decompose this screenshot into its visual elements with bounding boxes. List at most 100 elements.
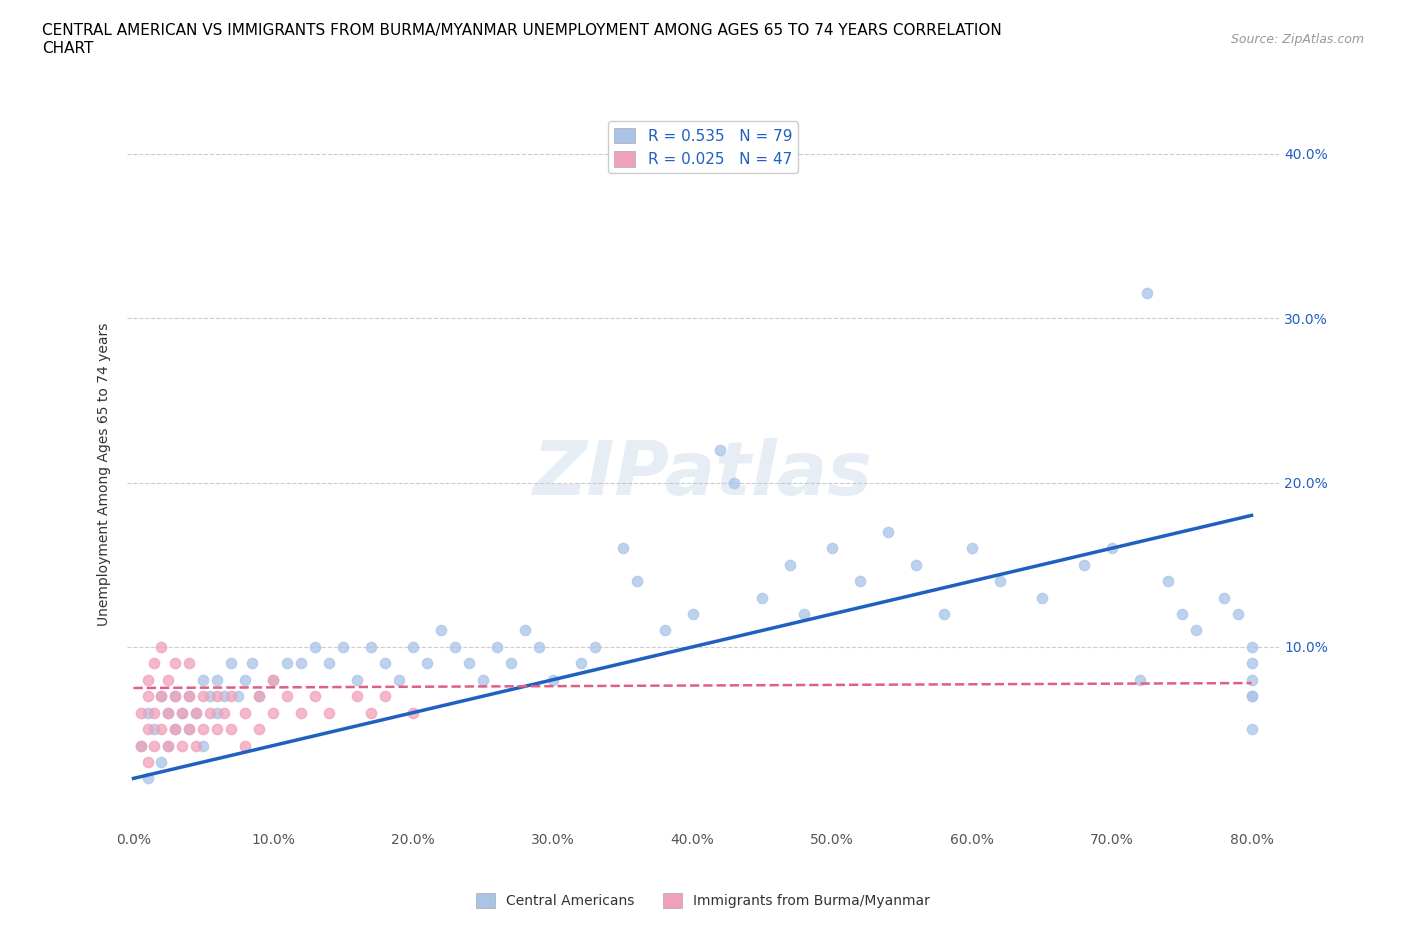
Point [233,738,256,753]
Point [513,623,536,638]
Point [172,738,194,753]
Point [200,689,222,704]
Point [207,722,229,737]
Point [262,705,284,720]
Point [458,656,481,671]
Point [193,738,215,753]
Point [179,656,201,671]
Point [193,689,215,704]
Point [150,754,173,769]
Point [221,722,243,737]
Point [143,705,166,720]
Point [318,656,340,671]
Point [157,705,180,720]
Point [136,689,159,704]
Point [165,722,187,737]
Point [360,705,382,720]
Point [186,705,208,720]
Point [207,672,229,687]
Point [1184,623,1206,638]
Point [751,591,773,605]
Point [304,689,326,704]
Point [193,722,215,737]
Text: Source: ZipAtlas.com: Source: ZipAtlas.com [1230,33,1364,46]
Point [179,689,201,704]
Point [136,771,159,786]
Point [779,557,801,572]
Point [157,738,180,753]
Point [247,689,270,704]
Point [165,722,187,737]
Point [143,722,166,737]
Point [143,738,166,753]
Point [247,689,270,704]
Point [332,640,354,655]
Point [485,640,508,655]
Point [612,541,634,556]
Point [374,689,396,704]
Point [682,606,704,621]
Point [388,672,411,687]
Point [186,705,208,720]
Point [143,656,166,671]
Point [499,656,522,671]
Point [1136,286,1159,301]
Point [1226,606,1249,621]
Point [150,722,173,737]
Point [527,640,550,655]
Point [1073,557,1095,572]
Point [150,689,173,704]
Point [200,705,222,720]
Point [1031,591,1053,605]
Point [877,525,900,539]
Point [221,656,243,671]
Point [157,738,180,753]
Point [129,738,152,753]
Point [136,672,159,687]
Point [290,705,312,720]
Point [723,475,745,490]
Point [179,722,201,737]
Point [402,640,425,655]
Point [172,705,194,720]
Point [129,705,152,720]
Point [150,689,173,704]
Point [1101,541,1123,556]
Point [207,705,229,720]
Legend: Central Americans, Immigrants from Burma/Myanmar: Central Americans, Immigrants from Burma… [471,888,935,914]
Point [129,738,152,753]
Point [214,705,236,720]
Point [207,689,229,704]
Point [626,574,648,589]
Point [346,672,368,687]
Text: ZIPatlas: ZIPatlas [533,438,873,511]
Point [583,640,606,655]
Point [360,640,382,655]
Point [444,640,467,655]
Point [214,689,236,704]
Point [247,722,270,737]
Point [172,705,194,720]
Point [136,722,159,737]
Point [471,672,494,687]
Point [290,656,312,671]
Point [233,705,256,720]
Point [569,656,592,671]
Point [157,705,180,720]
Point [193,672,215,687]
Point [1240,689,1263,704]
Point [988,574,1011,589]
Point [1240,689,1263,704]
Point [793,606,815,621]
Point [541,672,564,687]
Point [262,672,284,687]
Point [1240,640,1263,655]
Point [374,656,396,671]
Point [233,672,256,687]
Point [960,541,983,556]
Point [179,722,201,737]
Point [304,640,326,655]
Point [240,656,263,671]
Point [1240,722,1263,737]
Point [932,606,955,621]
